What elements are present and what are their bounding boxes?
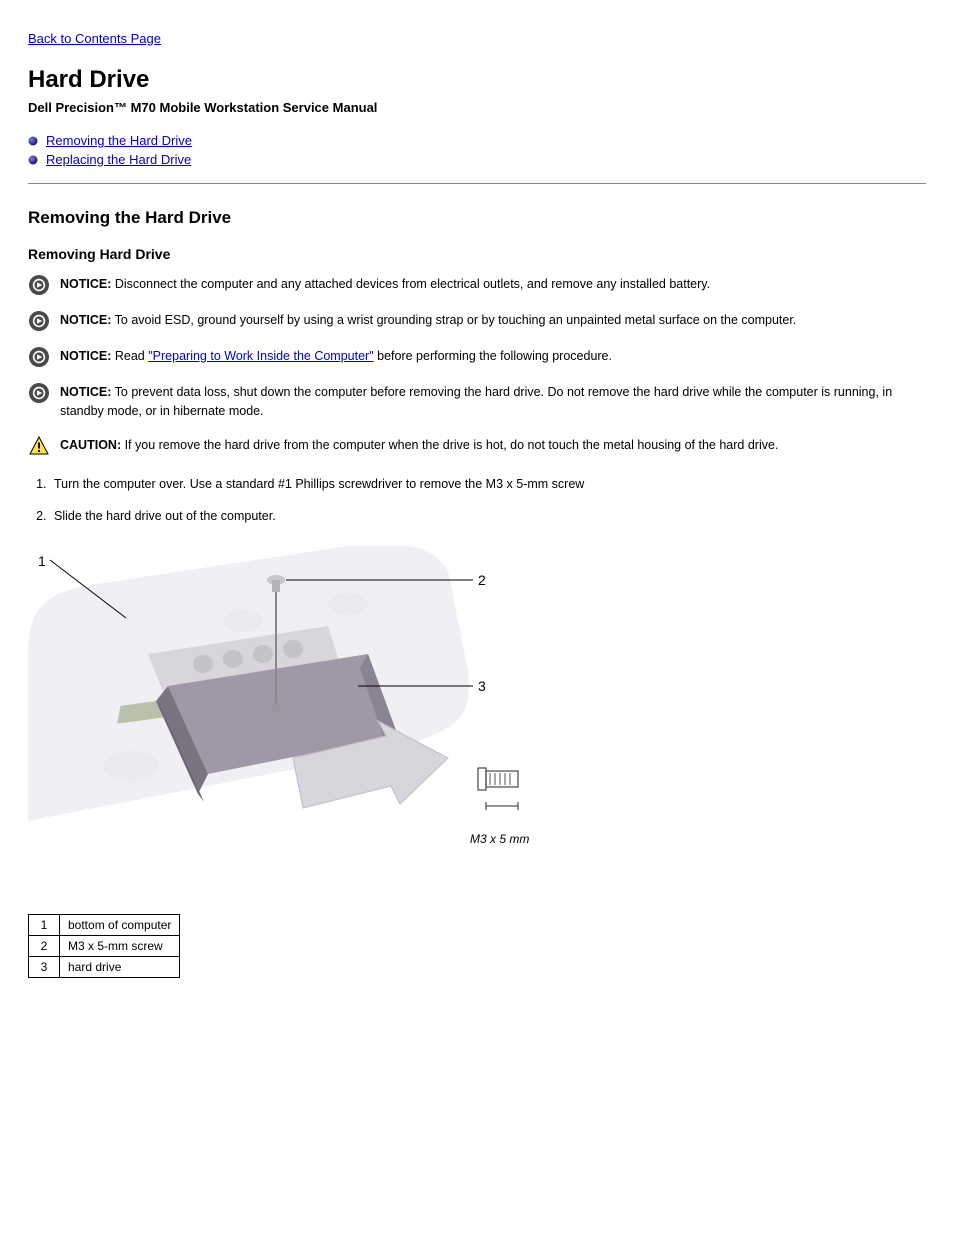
notice-item: NOTICE: Read "Preparing to Work Inside t… [28, 346, 926, 368]
inline-link-prepare[interactable]: "Preparing to Work Inside the Computer" [148, 349, 373, 363]
legend-label: bottom of computer [60, 915, 180, 936]
screw-spec-icon [478, 768, 518, 810]
legend-row: 3 hard drive [29, 957, 180, 978]
screw-spec-label: M3 x 5 mm [470, 832, 529, 846]
notice-text: NOTICE: To avoid ESD, ground yourself by… [60, 310, 796, 330]
legend-num: 3 [29, 957, 60, 978]
notice-label: NOTICE: [60, 385, 111, 399]
notice-item: NOTICE: To prevent data loss, shut down … [28, 382, 926, 421]
caution-icon [28, 435, 50, 457]
legend-label: hard drive [60, 957, 180, 978]
notice-item: NOTICE: Disconnect the computer and any … [28, 274, 926, 296]
page-subtitle: Dell Precision™ M70 Mobile Workstation S… [28, 100, 926, 115]
legend-num: 1 [29, 915, 60, 936]
notice-item: CAUTION: If you remove the hard drive fr… [28, 435, 926, 457]
procedure-steps: Turn the computer over. Use a standard #… [28, 475, 926, 527]
section-divider [28, 183, 926, 184]
notice-label: NOTICE: [60, 313, 111, 327]
notice-icon [28, 382, 50, 404]
notice-text: NOTICE: To prevent data loss, shut down … [60, 382, 926, 421]
nav-link-remove[interactable]: Removing the Hard Drive [46, 133, 192, 148]
figure-hard-drive: 1 2 3 M3 x 5 mm [28, 546, 548, 886]
notice-text: NOTICE: Disconnect the computer and any … [60, 274, 710, 294]
legend-num: 2 [29, 936, 60, 957]
section-nav: Removing the Hard Drive Replacing the Ha… [28, 133, 926, 167]
legend-row: 2 M3 x 5-mm screw [29, 936, 180, 957]
nav-link-replace[interactable]: Replacing the Hard Drive [46, 152, 191, 167]
callout-2: 2 [478, 572, 486, 588]
notice-text: CAUTION: If you remove the hard drive fr… [60, 435, 778, 455]
back-link[interactable]: Back to Contents Page [28, 31, 161, 46]
notice-list: NOTICE: Disconnect the computer and any … [28, 274, 926, 457]
page-title: Hard Drive [28, 66, 926, 94]
notice-body: To prevent data loss, shut down the comp… [60, 385, 892, 418]
legend-label: M3 x 5-mm screw [60, 936, 180, 957]
notice-prefix: Read [111, 349, 148, 363]
nav-item: Removing the Hard Drive [28, 133, 926, 148]
bullet-icon [28, 136, 38, 146]
notice-icon [28, 274, 50, 296]
caution-body: If you remove the hard drive from the co… [121, 438, 778, 452]
callout-1: 1 [38, 553, 46, 569]
notice-item: NOTICE: To avoid ESD, ground yourself by… [28, 310, 926, 332]
notice-label: NOTICE: [60, 349, 111, 363]
notice-icon [28, 346, 50, 368]
notice-text: NOTICE: Read "Preparing to Work Inside t… [60, 346, 612, 366]
notice-body: To avoid ESD, ground yourself by using a… [111, 313, 796, 327]
notice-label: NOTICE: [60, 277, 111, 291]
notice-icon [28, 310, 50, 332]
nav-item: Replacing the Hard Drive [28, 152, 926, 167]
notice-body: Disconnect the computer and any attached… [111, 277, 710, 291]
step-heading: Removing Hard Drive [28, 246, 926, 262]
legend-table: 1 bottom of computer 2 M3 x 5-mm screw 3… [28, 914, 180, 978]
section-heading-remove: Removing the Hard Drive [28, 208, 926, 228]
callout-3: 3 [478, 678, 486, 694]
notice-suffix: before performing the following procedur… [374, 349, 612, 363]
procedure-step: Turn the computer over. Use a standard #… [50, 475, 926, 494]
procedure-step: Slide the hard drive out of the computer… [50, 507, 926, 526]
bullet-icon [28, 155, 38, 165]
legend-row: 1 bottom of computer [29, 915, 180, 936]
figure-svg: 1 2 3 M3 x 5 mm [28, 546, 548, 886]
caution-label: CAUTION: [60, 438, 121, 452]
